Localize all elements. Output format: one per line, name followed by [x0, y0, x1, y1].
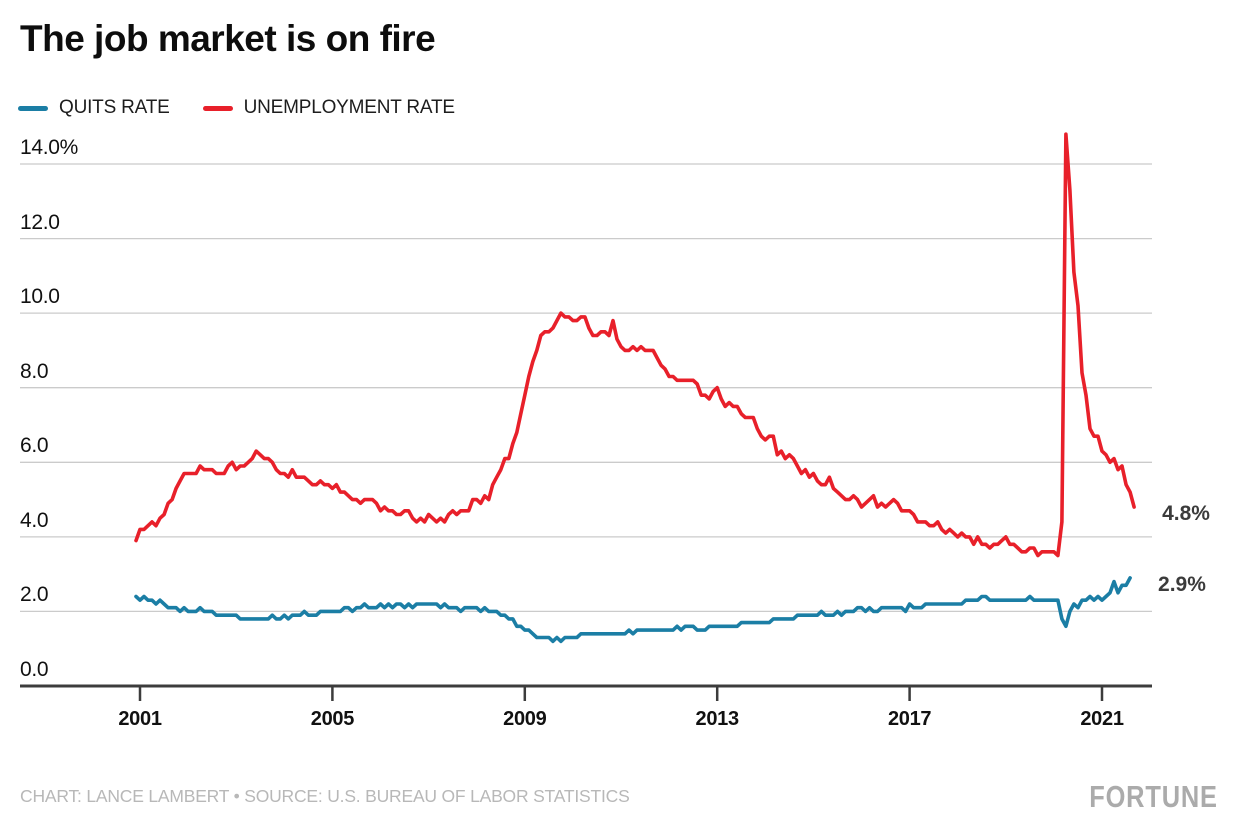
x-axis-label: 2017	[887, 708, 932, 730]
quits-rate-line	[134, 576, 1132, 644]
chart-title: The job market is on fire	[20, 18, 436, 59]
y-axis-label: 10.0	[20, 285, 60, 309]
y-axis-label: 0.0	[20, 658, 49, 681]
legend-label-unemployment: UNEMPLOYMENT RATE	[243, 97, 455, 118]
y-axis-label: 4.0	[20, 508, 49, 532]
x-axis-label: 2009	[503, 708, 547, 730]
x-axis-label: 2021	[1080, 708, 1124, 730]
unemployment-line-swatch-icon	[202, 105, 233, 111]
x-axis-label: 2001	[118, 708, 162, 730]
y-axis-label: 8.0	[20, 359, 49, 383]
y-axis-label: 6.0	[20, 434, 49, 458]
legend-item-quits-rate: QUITS RATE	[18, 97, 170, 119]
fortune-logo: FORTUNE	[1089, 779, 1218, 814]
source-credit: CHART: LANCE LAMBERT • SOURCE: U.S. BURE…	[20, 786, 630, 806]
legend: QUITS RATE UNEMPLOYMENT RATE	[18, 97, 455, 119]
unemployment-end-value-label: 4.8%	[1162, 502, 1210, 526]
y-axis-label: 14.0%	[20, 135, 79, 159]
x-axis-label: 2013	[695, 708, 740, 730]
legend-item-unemployment-rate: UNEMPLOYMENT RATE	[202, 97, 455, 119]
quits-line-swatch-icon	[18, 105, 48, 111]
y-axis-label: 12.0	[20, 210, 60, 234]
quits-end-value-label: 2.9%	[1158, 572, 1206, 596]
legend-label-quits: QUITS RATE	[59, 97, 170, 118]
unemployment-rate-line	[134, 132, 1136, 558]
x-axis-label: 2005	[310, 708, 355, 730]
y-axis-label: 2.0	[20, 583, 49, 607]
